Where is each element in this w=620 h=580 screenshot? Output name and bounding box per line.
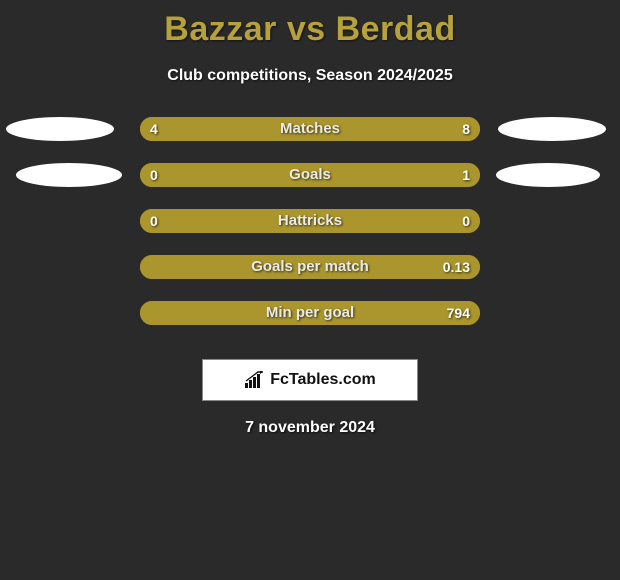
brand-text: FcTables.com <box>270 371 376 389</box>
bar-fill-right <box>201 163 480 187</box>
bar-fill <box>140 255 480 279</box>
stat-row: Matches48 <box>0 117 620 163</box>
brand-chart-icon <box>244 371 266 389</box>
date-line: 7 november 2024 <box>0 419 620 437</box>
stat-value-right: 0.13 <box>443 255 470 279</box>
stat-value-right: 794 <box>447 301 470 325</box>
stat-row: Min per goal794 <box>0 301 620 347</box>
stat-row: Hattricks00 <box>0 209 620 255</box>
bar-fill-right <box>253 117 480 141</box>
stat-value-right: 0 <box>462 209 470 233</box>
stat-row: Goals per match0.13 <box>0 255 620 301</box>
page-title: Bazzar vs Berdad <box>0 0 620 49</box>
stats-area: Matches48Goals01Hattricks00Goals per mat… <box>0 117 620 347</box>
subtitle: Club competitions, Season 2024/2025 <box>0 67 620 85</box>
bar-fill <box>140 209 480 233</box>
stat-rows: Matches48Goals01Hattricks00Goals per mat… <box>0 117 620 347</box>
stat-value-left: 4 <box>150 117 158 141</box>
stat-row: Goals01 <box>0 163 620 209</box>
stat-value-right: 1 <box>462 163 470 187</box>
stat-value-left: 0 <box>150 163 158 187</box>
stat-value-left: 0 <box>150 209 158 233</box>
brand-box[interactable]: FcTables.com <box>202 359 418 401</box>
stat-value-right: 8 <box>462 117 470 141</box>
bar-fill <box>140 301 480 325</box>
